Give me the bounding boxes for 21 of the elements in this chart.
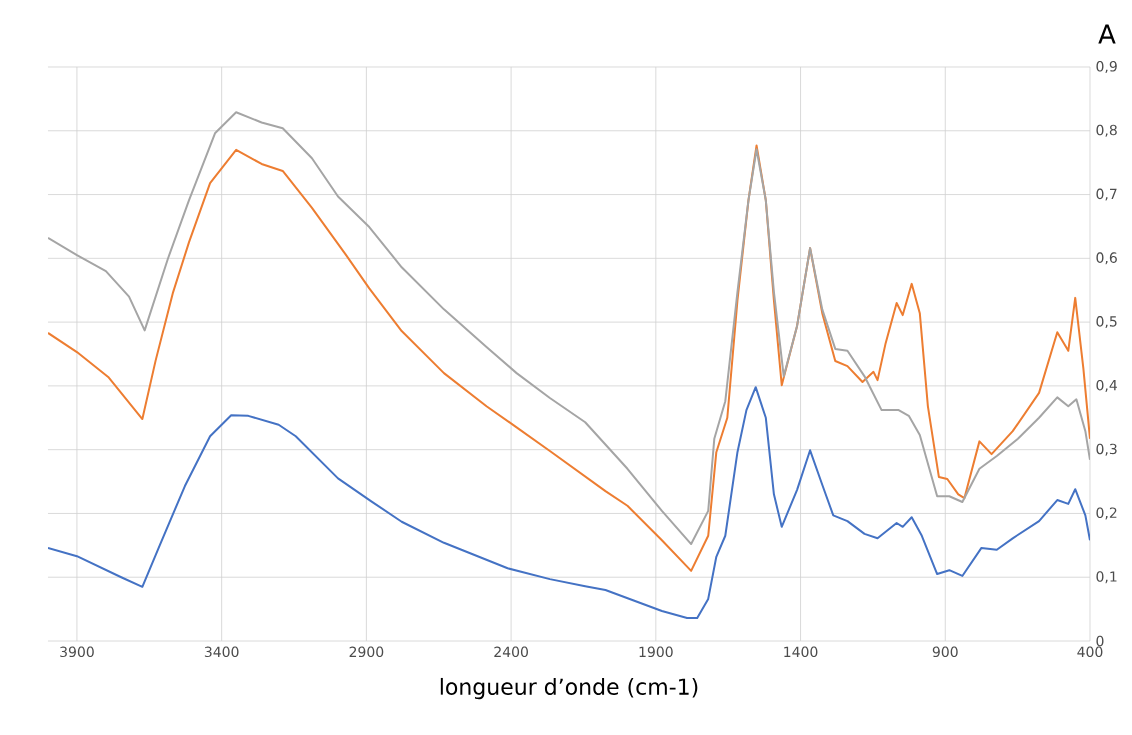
x-axis-title: longueur d’onde (cm-1) xyxy=(440,677,698,700)
x-tick-label: 1400 xyxy=(784,646,818,658)
x-tick-label: 3400 xyxy=(204,646,239,658)
y-tick-label: 0,8 xyxy=(1096,124,1117,137)
y-tick-label: 0,4 xyxy=(1096,379,1117,392)
y-tick-label: 0,6 xyxy=(1096,252,1117,265)
y-tick-label: 0,2 xyxy=(1096,507,1117,520)
y-tick-label: 0,9 xyxy=(1096,60,1117,73)
y-tick-label: 0,3 xyxy=(1096,443,1117,456)
x-tick-label: 2900 xyxy=(349,646,384,658)
x-tick-label: 3900 xyxy=(60,646,94,658)
y-tick-label: 0,7 xyxy=(1096,188,1117,201)
x-tick-label: 900 xyxy=(932,646,958,658)
y-tick-label: 0,5 xyxy=(1096,316,1117,329)
y-tick-label: 0 xyxy=(1096,635,1104,647)
y-tick-label: 0,1 xyxy=(1096,571,1117,584)
x-tick-label: 1900 xyxy=(639,646,673,658)
line-series xyxy=(47,386,1090,620)
x-tick-label: 400 xyxy=(1077,646,1103,658)
x-tick-label: 2400 xyxy=(494,646,528,658)
chart-title: A xyxy=(1098,24,1116,44)
